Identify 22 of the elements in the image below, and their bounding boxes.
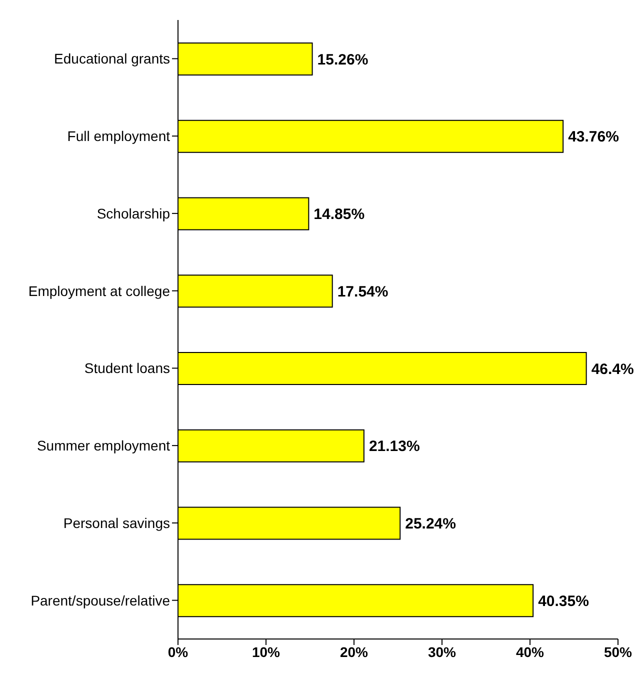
y-tick-label: Full employment (67, 128, 170, 144)
y-tick-label: Scholarship (96, 205, 170, 222)
data-label: 14.85% (314, 206, 365, 224)
data-label: 43.76% (568, 128, 619, 146)
x-tick-label: 10% (252, 644, 281, 660)
y-tick-label: Personal savings (63, 514, 170, 531)
data-label: 21.13% (368, 438, 420, 456)
y-tick-label: Student loans (84, 360, 170, 376)
y-tick-label: Summer employment (36, 438, 170, 454)
data-label: 25.24% (405, 516, 456, 533)
y-tick-label: Employment at college (28, 282, 170, 299)
x-tick-label: 0% (168, 644, 189, 660)
x-tick-label: 20% (340, 644, 369, 660)
data-label: 40.35% (538, 592, 589, 610)
y-tick-label: Educational grants (54, 50, 170, 67)
data-label: 17.54% (337, 283, 388, 300)
x-tick-label: 50% (604, 644, 633, 660)
x-tick-label: 30% (428, 644, 457, 660)
data-label: 15.26% (317, 51, 368, 68)
y-tick-label: Parent/spouse/relative (30, 592, 170, 608)
x-tick-label: 40% (516, 644, 545, 660)
data-label: 46.4% (591, 360, 634, 378)
